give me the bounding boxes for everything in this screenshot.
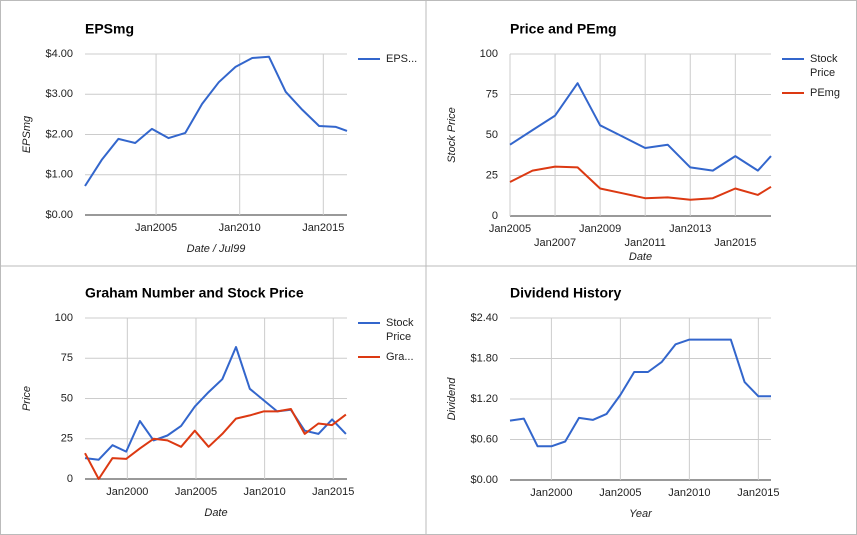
x-tick-label: Jan2015 [302, 222, 344, 234]
x-axis-title: Date [629, 251, 652, 263]
legend-swatch [782, 58, 804, 60]
series-line [509, 82, 772, 172]
y-axis-title: EPSmg [21, 115, 33, 153]
x-axis-title: Year [629, 508, 653, 520]
series-line [509, 165, 772, 201]
legend: Stock Price PEmg [782, 52, 854, 106]
legend-item: EPS... [358, 52, 430, 66]
x-tick-label: Jan2010 [668, 487, 710, 499]
legend-label: Stock Price [810, 53, 838, 79]
legend-label: Stock Price [386, 317, 414, 343]
y-tick-label: 100 [480, 48, 498, 60]
chart-title: EPSmg [85, 21, 134, 37]
legend-label: EPS... [386, 53, 418, 65]
x-axis-title: Date / Jul99 [187, 243, 246, 255]
legend-swatch [358, 322, 380, 324]
y-axis-title: Dividend [446, 377, 458, 421]
legend-item: Gra... [358, 350, 430, 364]
y-tick-label: 75 [61, 352, 73, 364]
legend-swatch [358, 58, 380, 60]
y-tick-label: $3.00 [45, 88, 73, 100]
x-tick-label: Jan2007 [534, 237, 576, 249]
x-tick-label: Jan2005 [489, 223, 531, 235]
series-line [84, 346, 347, 461]
x-tick-label: Jan2011 [624, 237, 665, 249]
series-line [509, 338, 771, 448]
y-tick-label: $4.00 [45, 48, 73, 60]
y-tick-label: 25 [61, 433, 73, 445]
chart-title: Dividend History [510, 285, 621, 301]
y-tick-label: 100 [55, 312, 73, 324]
y-axis-title: Stock Price [446, 107, 458, 163]
y-axis-title: Price [21, 386, 33, 411]
legend-swatch [782, 92, 804, 94]
y-tick-label: 0 [67, 473, 73, 485]
x-tick-label: Jan2015 [737, 487, 779, 499]
y-tick-label: 50 [486, 129, 498, 141]
x-tick-label: Jan2015 [714, 237, 756, 249]
x-tick-label: Jan2015 [312, 486, 354, 498]
legend-swatch [358, 356, 380, 358]
legend-item: Stock Price [358, 316, 430, 344]
legend-item: Stock Price [782, 52, 854, 80]
x-tick-label: Jan2010 [244, 486, 286, 498]
y-tick-label: $0.00 [45, 209, 73, 221]
y-tick-label: $1.20 [470, 393, 498, 405]
x-tick-label: Jan2009 [579, 223, 621, 235]
legend: Stock Price Gra... [358, 316, 430, 370]
legend-item: PEmg [782, 86, 854, 100]
y-tick-label: 0 [492, 210, 498, 222]
chart-title: Price and PEmg [510, 21, 617, 37]
y-tick-label: 25 [486, 169, 498, 181]
series-line [84, 408, 347, 480]
legend: EPS... [358, 52, 430, 72]
x-tick-label: Jan2000 [530, 487, 572, 499]
chart-title: Graham Number and Stock Price [85, 285, 304, 301]
y-tick-label: $2.40 [470, 312, 498, 324]
x-tick-label: Jan2010 [219, 222, 261, 234]
y-tick-label: 50 [61, 392, 73, 404]
x-axis-title: Date [204, 507, 227, 519]
legend-label: Gra... [386, 351, 414, 363]
x-tick-label: Jan2005 [135, 222, 177, 234]
x-tick-label: Jan2005 [599, 487, 641, 499]
y-tick-label: $1.80 [470, 352, 498, 364]
y-tick-label: $0.60 [470, 433, 498, 445]
y-tick-label: $2.00 [45, 128, 73, 140]
x-tick-label: Jan2000 [106, 486, 148, 498]
x-tick-label: Jan2005 [175, 486, 217, 498]
x-tick-label: Jan2013 [669, 223, 711, 235]
y-tick-label: $1.00 [45, 169, 73, 181]
y-tick-label: $0.00 [470, 474, 498, 486]
series-line [84, 55, 348, 187]
legend-label: PEmg [810, 87, 840, 99]
y-tick-label: 75 [486, 88, 498, 100]
